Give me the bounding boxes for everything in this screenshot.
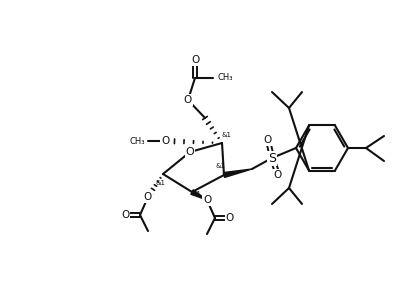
Text: &1: &1: [191, 191, 201, 197]
Text: &1: &1: [215, 163, 225, 169]
Text: O: O: [203, 195, 211, 205]
Text: O: O: [184, 95, 192, 105]
Text: O: O: [191, 55, 199, 65]
Text: O: O: [144, 192, 152, 202]
Text: O: O: [274, 170, 282, 180]
Text: O: O: [226, 213, 234, 223]
Polygon shape: [223, 169, 252, 177]
Polygon shape: [191, 190, 207, 200]
Text: O: O: [186, 147, 194, 157]
Text: S: S: [268, 151, 276, 164]
Text: CH₃: CH₃: [217, 73, 233, 82]
Text: CH₃: CH₃: [129, 137, 145, 145]
Text: &1: &1: [221, 132, 231, 138]
Text: O: O: [161, 136, 169, 146]
Text: &1: &1: [156, 180, 166, 186]
Text: O: O: [264, 135, 272, 145]
Text: O: O: [121, 210, 129, 220]
